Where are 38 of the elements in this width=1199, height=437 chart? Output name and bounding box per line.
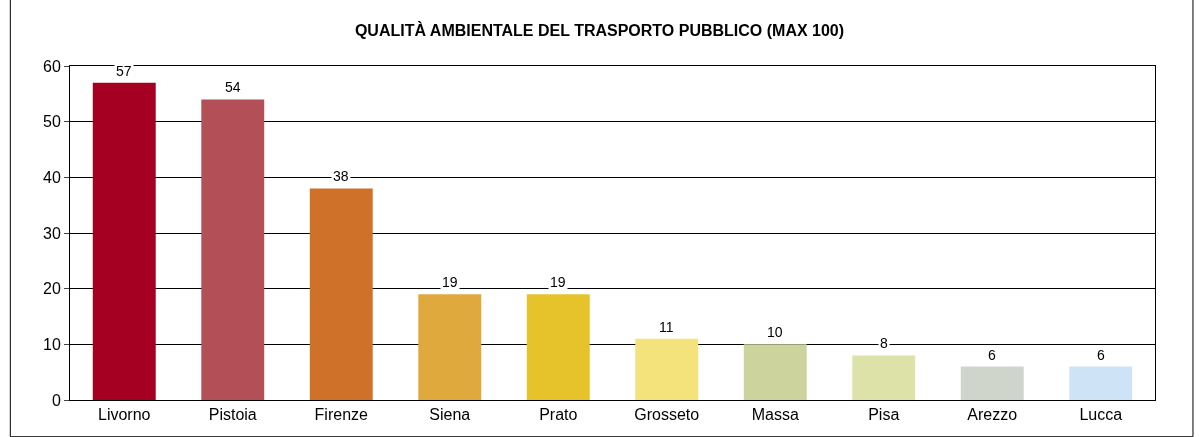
x-tick-label: Arezzo xyxy=(967,406,1018,424)
x-tick-label: Prato xyxy=(539,406,578,424)
data-label: 19 xyxy=(550,274,566,290)
y-tick-label: 40 xyxy=(43,168,61,186)
y-tick-label: 10 xyxy=(43,335,61,353)
x-tick-label: Firenze xyxy=(314,406,369,424)
x-tick-label: Pisa xyxy=(868,406,900,424)
chart-title: QUALITÀ AMBIENTALE DEL TRASPORTO PUBBLICO (MAX 100) xyxy=(354,21,845,40)
data-label: 19 xyxy=(442,274,458,290)
bar xyxy=(309,188,373,400)
x-tick-label: Pistoia xyxy=(208,406,257,424)
data-label: 6 xyxy=(1097,347,1105,363)
x-tick-label: Lucca xyxy=(1079,406,1123,424)
bar xyxy=(418,294,482,400)
bar xyxy=(201,99,265,400)
bar xyxy=(92,82,156,400)
bar xyxy=(743,344,807,400)
x-tick-label: Grosseto xyxy=(634,406,700,424)
y-tick-label: 0 xyxy=(51,391,61,409)
data-label: 38 xyxy=(333,168,349,184)
data-label: 57 xyxy=(116,63,132,79)
x-tick-label: Massa xyxy=(751,406,799,424)
data-label: 11 xyxy=(659,319,674,335)
bar xyxy=(635,338,699,400)
data-label: 10 xyxy=(767,324,783,340)
y-tick-label: 60 xyxy=(43,57,61,75)
x-tick-label: Siena xyxy=(429,406,471,424)
bar xyxy=(1069,366,1133,400)
y-tick-label: 30 xyxy=(43,224,61,242)
y-tick-label: 50 xyxy=(43,113,61,131)
data-label: 54 xyxy=(225,79,241,95)
x-tick-label: Livorno xyxy=(98,406,151,424)
data-label: 8 xyxy=(880,335,888,351)
y-tick-label: 20 xyxy=(43,280,61,298)
bar xyxy=(960,366,1024,400)
bar xyxy=(526,294,590,400)
data-label: 6 xyxy=(988,347,996,363)
bar xyxy=(852,355,916,400)
